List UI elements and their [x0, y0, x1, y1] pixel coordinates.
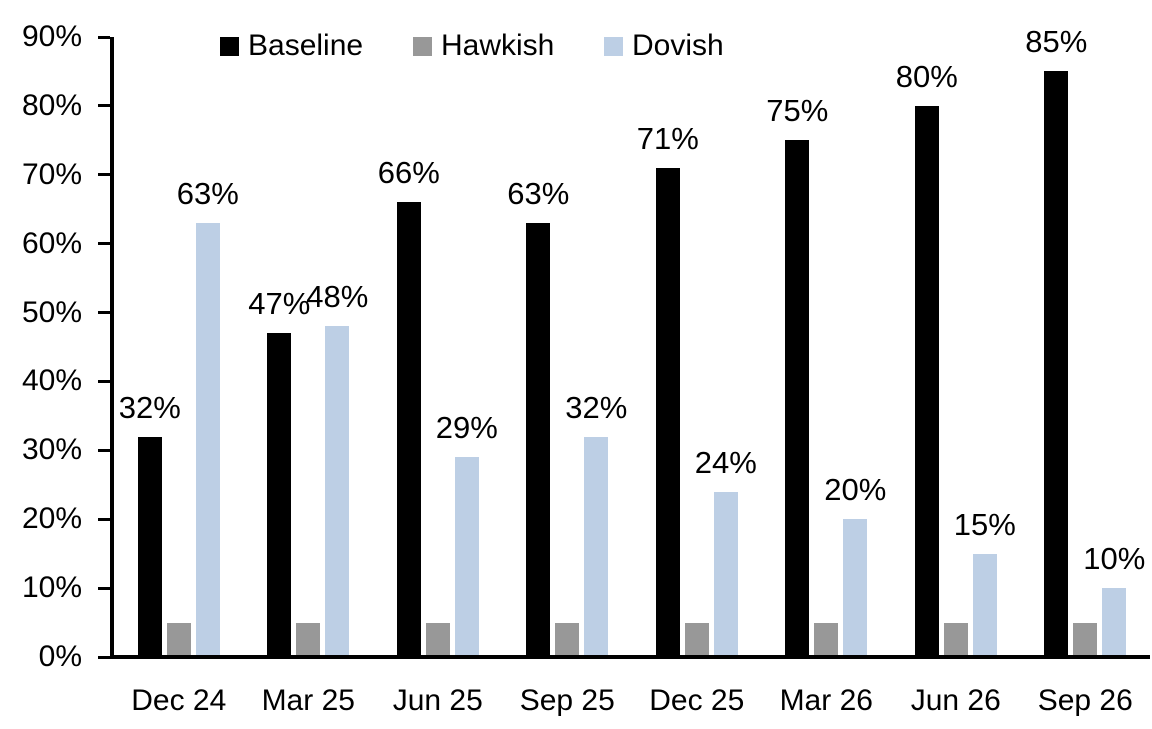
x-axis-label: Mar 26 [779, 684, 873, 717]
bar-value-label: 75% [766, 93, 829, 129]
bar-dovish-dec-25 [713, 491, 738, 657]
x-axis-label: Mar 25 [261, 684, 355, 717]
y-axis-tick [98, 242, 110, 246]
bar-value-label: 48% [306, 279, 369, 315]
bar-hawkish-dec-25 [684, 622, 709, 657]
bar-hawkish-mar-26 [814, 622, 839, 657]
y-axis-tick-label: 0% [38, 640, 82, 673]
y-axis-tick-label: 40% [21, 364, 82, 398]
bar-hawkish-jun-26 [943, 622, 968, 657]
y-axis-tick [98, 379, 110, 383]
y-axis-tick-label: 70% [21, 157, 82, 191]
legend-label: Hawkish [441, 29, 555, 62]
x-axis-label: Jun 25 [392, 684, 483, 717]
bar-dovish-dec-24 [195, 223, 220, 657]
x-axis-label: Sep 26 [1037, 684, 1133, 717]
bar-baseline-sep-25 [526, 223, 551, 657]
bar-value-label: 24% [694, 444, 757, 480]
bar-dovish-sep-25 [584, 436, 609, 657]
y-axis-tick [98, 104, 110, 108]
legend-swatch-hawkish [413, 36, 432, 56]
y-axis-tick [98, 311, 110, 315]
bar-value-label: 29% [435, 410, 498, 446]
y-axis-tick [98, 448, 110, 452]
bar-hawkish-sep-26 [1073, 622, 1098, 657]
bar-value-label: 80% [895, 58, 958, 94]
bar-dovish-jun-25 [454, 457, 479, 657]
y-axis-tick-label: 60% [21, 226, 82, 260]
bar-value-label: 20% [824, 472, 887, 508]
bar-hawkish-dec-24 [166, 622, 191, 657]
y-axis-tick-label: 20% [21, 502, 82, 536]
y-axis-tick-label: 10% [21, 571, 82, 605]
bar-dovish-mar-26 [843, 519, 868, 657]
bar-value-label: 63% [507, 176, 570, 211]
bar-hawkish-sep-25 [555, 622, 580, 657]
y-axis-line [110, 37, 114, 659]
y-axis-tick [98, 655, 110, 659]
bar-dovish-jun-26 [972, 553, 997, 657]
bar-dovish-mar-25 [325, 326, 350, 657]
bar-value-label: 15% [953, 506, 1016, 542]
x-axis-label: Dec 24 [131, 684, 227, 717]
bar-baseline-jun-26 [914, 105, 939, 657]
bar-value-label: 63% [176, 176, 239, 211]
y-axis-tick [98, 173, 110, 177]
y-axis-tick-label: 80% [21, 88, 82, 122]
chart-legend: Baseline Hawkish Dovish [0, 26, 1152, 66]
x-axis-line [110, 655, 1150, 659]
bar-value-label: 66% [377, 155, 440, 191]
legend-label: Baseline [248, 29, 364, 62]
legend-item-hawkish: Hawkish [413, 26, 554, 66]
y-axis-tick [98, 517, 110, 521]
legend-item-dovish: Dovish [604, 26, 724, 66]
bar-baseline-mar-26 [785, 140, 810, 657]
bar-baseline-mar-25 [267, 333, 292, 657]
y-axis-tick [98, 35, 110, 39]
bar-value-label: 71% [636, 120, 699, 156]
x-axis-label: Jun 26 [910, 684, 1001, 717]
y-axis-tick-label: 30% [21, 433, 82, 467]
x-axis-label: Sep 25 [519, 684, 615, 717]
bar-dovish-sep-26 [1102, 588, 1127, 657]
bar-value-label: 10% [1083, 541, 1146, 577]
legend-swatch-dovish [604, 36, 623, 56]
bar-value-label: 85% [1025, 24, 1088, 60]
y-axis-tick-label: 90% [21, 20, 82, 53]
bar-baseline-dec-25 [655, 167, 680, 657]
y-axis-tick [98, 586, 110, 590]
bar-hawkish-jun-25 [425, 622, 450, 657]
bar-value-label: 32% [118, 389, 181, 425]
bar-value-label: 47% [248, 286, 311, 322]
x-axis-label: Dec 25 [649, 684, 745, 717]
legend-label: Dovish [632, 29, 724, 62]
y-axis-tick-label: 50% [21, 295, 82, 329]
bar-baseline-dec-24 [137, 436, 162, 657]
bar-value-label: 32% [565, 389, 628, 425]
bar-baseline-jun-25 [396, 202, 421, 657]
bar-baseline-sep-26 [1044, 71, 1069, 657]
bar-hawkish-mar-25 [296, 622, 321, 657]
legend-swatch-baseline [220, 36, 239, 56]
legend-item-baseline: Baseline [220, 26, 363, 66]
